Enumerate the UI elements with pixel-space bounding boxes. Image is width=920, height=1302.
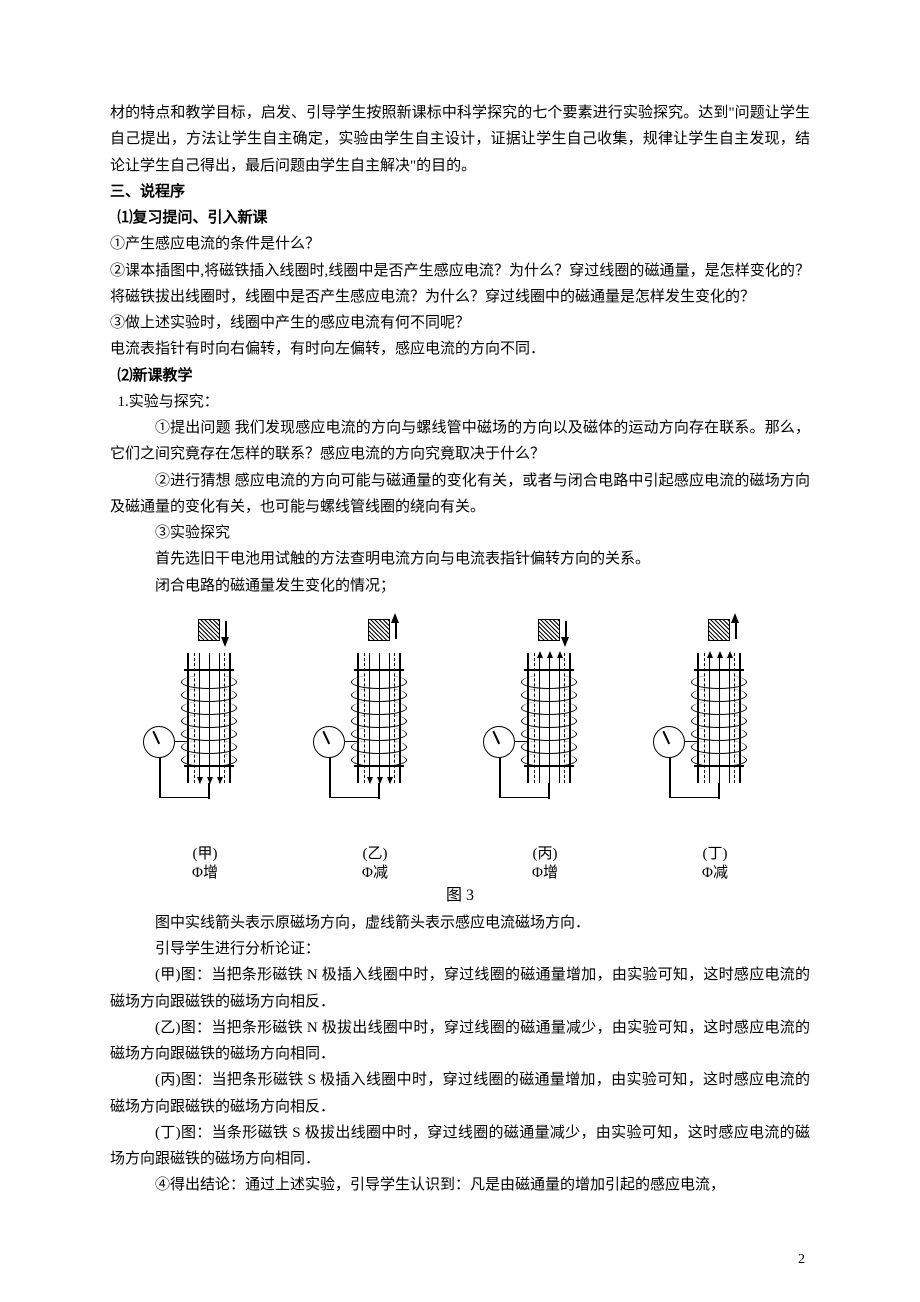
diagram-label: (甲)Φ增: [192, 845, 218, 884]
diagram-unit: (丙)Φ增: [465, 611, 625, 884]
conclusion: ④得出结论：通过上述实验，引导学生认识到：凡是由磁通量的增加引起的感应电流，: [110, 1172, 810, 1198]
galvanometer-icon: [313, 726, 345, 758]
part1-title: ⑴复习提问、引入新课: [110, 205, 810, 231]
analysis-jia: (甲)图：当把条形磁铁 N 极插入线圈中时，穿过线圈的磁通量增加，由实验可知，这…: [110, 962, 810, 1015]
analysis-yi: (乙)图：当把条形磁铁 N 极拔出线圈中时，穿过线圈的磁通量减少，由实验可知，这…: [110, 1015, 810, 1068]
intro-paragraph: 材的特点和教学目标，启发、引导学生按照新课标中科学探究的七个要素进行实验探究。达…: [110, 100, 810, 179]
q1: ①产生感应电流的条件是什么？: [110, 231, 810, 257]
q2: ②课本插图中,将磁铁插入线圈时,线圈中是否产生感应电流？为什么？穿过线圈的磁通量…: [110, 258, 810, 311]
diagram-label: (丁)Φ减: [702, 845, 728, 884]
galvanometer-icon: [143, 726, 175, 758]
exp2: ②进行猜想 感应电流的方向可能与磁通量的变化有关，或者与闭合电路中引起感应电流的…: [110, 468, 810, 521]
exp3a: 首先选旧干电池用试触的方法查明电流方向与电流表指针偏转方向的关系。: [110, 546, 810, 572]
diagram-unit: (甲)Φ增: [125, 611, 285, 884]
galvanometer-icon: [653, 726, 685, 758]
exp1: ①提出问题 我们发现感应电流的方向与螺线管中磁场的方向以及磁体的运动方向存在联系…: [110, 415, 810, 468]
diagram-figure-row: (甲)Φ增 (乙)Φ减 (丙)Φ增 (丁)Φ减: [110, 611, 810, 884]
page-number: 2: [798, 1248, 805, 1273]
galvanometer-icon: [483, 726, 515, 758]
solenoid-diagram: [305, 611, 445, 841]
exp3b: 闭合电路的磁通量发生变化的情况；: [110, 573, 810, 599]
q3: ③做上述实验时，线圈中产生的感应电流有何不同呢？: [110, 310, 810, 336]
analysis-bing: (丙)图：当把条形磁铁 S 极插入线圈中时，穿过线圈的磁通量增加，由实验可知，这…: [110, 1067, 810, 1120]
solenoid-diagram: [135, 611, 275, 841]
part2-title: ⑵新课教学: [110, 363, 810, 389]
section3-title: 三、说程序: [110, 179, 810, 205]
q4: 电流表指针有时向右偏转，有时向左偏转，感应电流的方向不同．: [110, 336, 810, 362]
exp-title: 1.实验与探究：: [110, 389, 810, 415]
diagram-unit: (丁)Φ减: [635, 611, 795, 884]
figure-caption: 图 3: [110, 882, 810, 910]
diagram-label: (乙)Φ减: [362, 845, 388, 884]
solenoid-diagram: [475, 611, 615, 841]
diagram-unit: (乙)Φ减: [295, 611, 455, 884]
diagram-label: (丙)Φ增: [532, 845, 558, 884]
legend: 图中实线箭头表示原磁场方向，虚线箭头表示感应电流磁场方向．: [110, 910, 810, 936]
analysis-ding: (丁)图：当条形磁铁 S 极拔出线圈中时，穿过线圈的磁通量减少，由实验可知，这时…: [110, 1120, 810, 1173]
lead: 引导学生进行分析论证：: [110, 936, 810, 962]
solenoid-diagram: [645, 611, 785, 841]
exp3: ③实验探究: [110, 520, 810, 546]
